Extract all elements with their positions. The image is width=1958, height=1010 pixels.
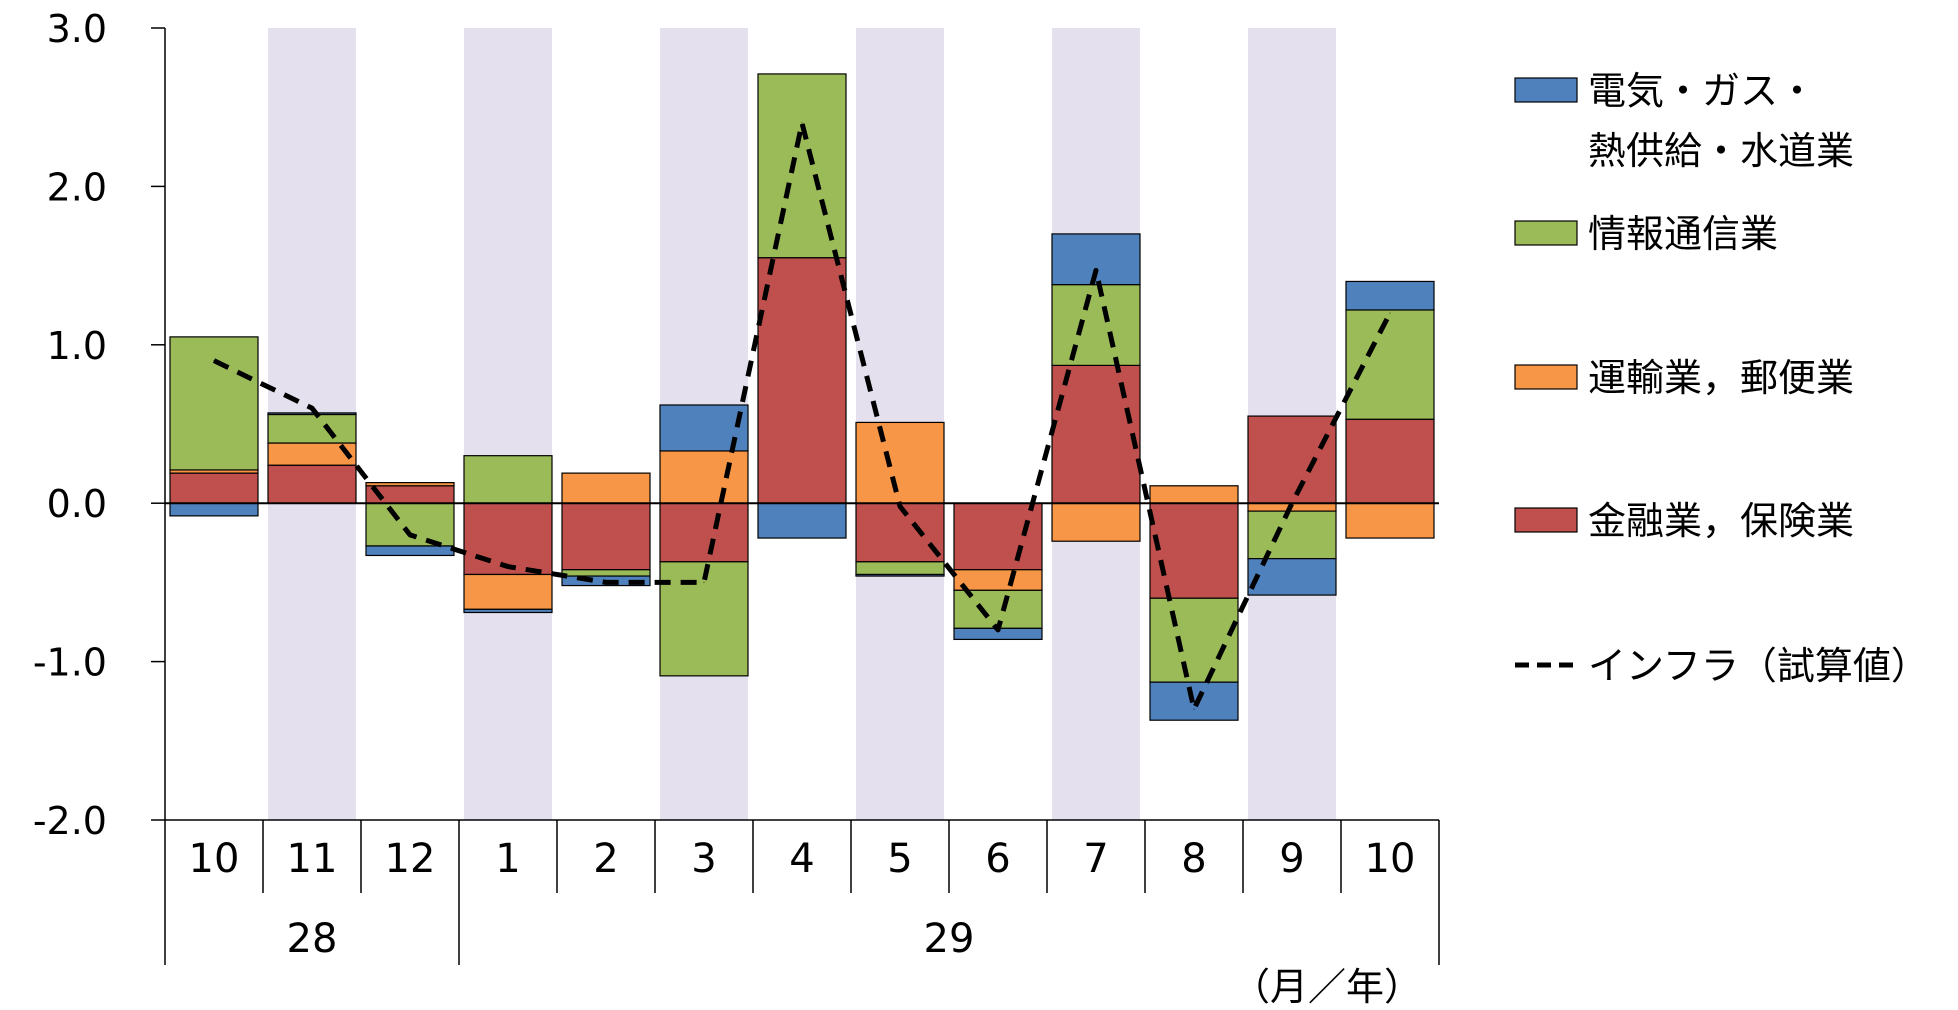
y-tick-label: -2.0 xyxy=(33,799,107,843)
bar-segment-finance xyxy=(855,502,945,563)
bar-segment-finance xyxy=(1247,415,1337,504)
bar-segment-info xyxy=(1149,597,1239,683)
bar-segment-transport xyxy=(659,450,749,504)
bar-segment-info xyxy=(169,336,259,471)
bar-segment-finance xyxy=(169,472,259,504)
line-point xyxy=(1291,502,1293,504)
x-tick-label: 4 xyxy=(789,836,814,882)
x-year-label: 29 xyxy=(924,916,975,962)
line-point xyxy=(409,534,411,536)
shaded-band xyxy=(464,28,552,820)
bar-segment-info xyxy=(1247,510,1337,560)
bar-segment-transport xyxy=(365,482,455,487)
bar-segment-transport xyxy=(1345,502,1435,539)
legend-swatch-info xyxy=(1514,220,1578,246)
bar-segment-electricity xyxy=(855,573,945,577)
legend-label: 熱供給・水道業 xyxy=(1588,129,1854,173)
line-point xyxy=(899,505,901,507)
bar-segment-electricity xyxy=(757,502,847,539)
bar-segment-info xyxy=(757,73,847,259)
y-tick-label: -1.0 xyxy=(33,641,107,685)
x-tick-label: 1 xyxy=(495,836,520,882)
y-tick-label: 1.0 xyxy=(47,324,107,368)
bar-segment-finance xyxy=(561,502,651,571)
bar-segment-finance xyxy=(1345,418,1435,504)
bar-segment-info xyxy=(1345,309,1435,420)
bar-segment-info xyxy=(463,455,553,504)
line-point xyxy=(997,629,999,631)
y-tick-label: 3.0 xyxy=(47,7,107,51)
x-year-label: 28 xyxy=(287,916,338,962)
line-point xyxy=(1193,708,1195,710)
legend-swatch-finance xyxy=(1514,507,1578,533)
bar-segment-transport xyxy=(463,573,553,610)
bar-segment-info xyxy=(365,502,455,547)
bar-segment-finance xyxy=(1051,364,1141,504)
x-tick-label: 10 xyxy=(1365,836,1416,882)
x-unit-label: （月／年） xyxy=(1232,965,1422,1009)
y-tick-label: 2.0 xyxy=(47,165,107,209)
legend-swatch-transport xyxy=(1514,364,1578,390)
bar-segment-info xyxy=(855,561,945,576)
bar-segment-electricity xyxy=(267,412,357,416)
bar-segment-transport xyxy=(1051,502,1141,542)
y-tick-label: 0.0 xyxy=(47,482,107,526)
x-tick-label: 12 xyxy=(385,836,436,882)
line-point xyxy=(507,566,509,568)
x-tick-label: 6 xyxy=(985,836,1010,882)
x-tick-label: 2 xyxy=(593,836,618,882)
line-point xyxy=(213,360,215,362)
bar-segment-finance xyxy=(757,257,847,504)
bar-segment-finance xyxy=(1149,502,1239,599)
bar-segment-info xyxy=(267,413,357,444)
x-tick-label: 3 xyxy=(691,836,716,882)
bar-segment-electricity xyxy=(169,502,259,517)
x-tick-label: 5 xyxy=(887,836,912,882)
legend-label: インフラ（試算値） xyxy=(1588,644,1929,688)
bar-segment-finance xyxy=(953,502,1043,571)
bar-segment-transport xyxy=(855,421,945,504)
line-point xyxy=(703,581,705,583)
bar-segment-electricity xyxy=(1345,280,1435,311)
bar-segment-finance xyxy=(463,502,553,576)
bar-segment-electricity xyxy=(365,545,455,557)
line-point xyxy=(801,122,803,124)
bar-segment-transport xyxy=(561,472,651,504)
line-point xyxy=(1389,312,1391,314)
line-point xyxy=(1095,269,1097,271)
x-tick-label: 8 xyxy=(1181,836,1206,882)
x-tick-label: 11 xyxy=(287,836,338,882)
legend-label: 電気・ガス・ xyxy=(1588,69,1816,113)
bar-segment-info xyxy=(1051,284,1141,366)
bar-segment-finance xyxy=(659,502,749,563)
bar-segment-transport xyxy=(1149,485,1239,504)
x-tick-label: 7 xyxy=(1083,836,1108,882)
x-tick-label: 10 xyxy=(189,836,240,882)
line-point xyxy=(605,581,607,583)
legend-label: 情報通信業 xyxy=(1588,212,1778,256)
legend-label: 運輸業，郵便業 xyxy=(1588,356,1854,400)
bar-segment-info xyxy=(659,561,749,677)
x-tick-label: 9 xyxy=(1279,836,1304,882)
legend-label: 金融業，保険業 xyxy=(1588,499,1854,543)
line-point xyxy=(311,407,313,409)
bar-segment-info xyxy=(561,569,651,577)
bar-segment-electricity xyxy=(463,608,553,614)
bar-segment-finance xyxy=(267,464,357,504)
legend-swatch-electricity xyxy=(1514,77,1578,103)
